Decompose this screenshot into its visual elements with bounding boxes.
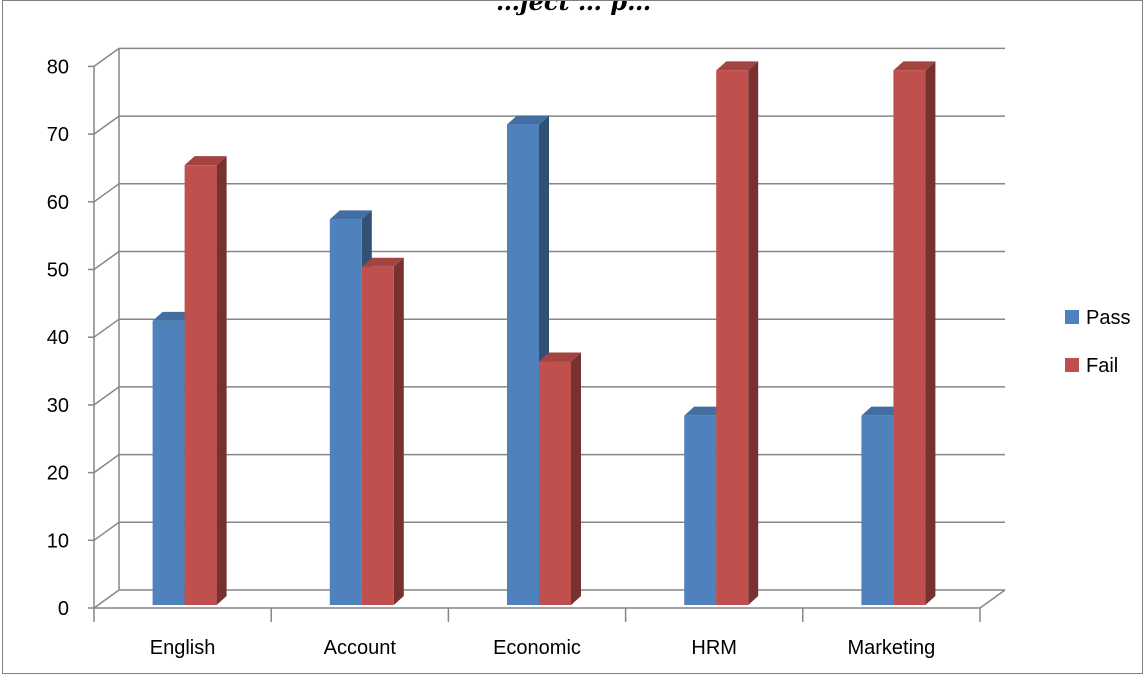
gridline-side bbox=[93, 589, 120, 609]
y-tick-label: 0 bbox=[58, 598, 69, 620]
bar-top-fail bbox=[184, 156, 227, 166]
bar-top-fail bbox=[893, 61, 936, 71]
bar-top-pass bbox=[861, 406, 904, 416]
gridline-side bbox=[93, 250, 120, 271]
gridline-side bbox=[93, 453, 120, 474]
bar-top-pass bbox=[329, 210, 372, 220]
bar-pass-marketing bbox=[861, 415, 894, 605]
y-tick-label: 60 bbox=[47, 192, 69, 214]
bar-fail-english bbox=[184, 165, 217, 605]
y-tick-label: 30 bbox=[47, 395, 69, 417]
y-tick-label: 10 bbox=[47, 530, 69, 552]
bar-top-fail bbox=[539, 352, 581, 362]
bar-side-fail bbox=[925, 61, 936, 605]
bar-pass-hrm bbox=[684, 415, 717, 605]
legend-label-pass: Pass bbox=[1086, 307, 1130, 329]
floor-side-edge bbox=[979, 589, 1006, 609]
gridline-side bbox=[93, 115, 120, 135]
bar-top-fail bbox=[361, 257, 404, 267]
y-tick-label: 80 bbox=[47, 56, 69, 78]
y-tick-label: 40 bbox=[47, 327, 69, 349]
bar-side-fail bbox=[571, 352, 581, 605]
bar-pass-economic bbox=[507, 124, 539, 605]
legend-swatch-fail bbox=[1065, 358, 1079, 372]
gridline-side bbox=[93, 47, 120, 68]
bar-chart: 0 10 20 30 40 50 60 70 80 English Account Economic H… bbox=[47, 47, 1130, 659]
bar-side-fail bbox=[216, 156, 227, 605]
gridline-side bbox=[93, 183, 120, 203]
chart-title: …ject … p… bbox=[495, 0, 652, 16]
gridline-side bbox=[93, 521, 120, 541]
bar-side-fail bbox=[748, 61, 759, 605]
x-tick-label: Economic bbox=[493, 637, 581, 659]
x-tick-label: English bbox=[150, 637, 216, 659]
bar-top-fail bbox=[716, 61, 759, 71]
bar-fail-economic bbox=[539, 361, 571, 605]
y-tick-label: 50 bbox=[47, 260, 69, 282]
x-tick-label: HRM bbox=[691, 637, 737, 659]
bar-top-pass bbox=[152, 311, 195, 321]
bar-top-pass bbox=[507, 115, 549, 125]
bar-pass-english bbox=[152, 320, 185, 605]
gridline-side bbox=[93, 386, 120, 406]
gridline-side bbox=[93, 318, 120, 338]
y-tick-label: 70 bbox=[47, 124, 69, 146]
bar-fail-hrm bbox=[716, 70, 749, 605]
bar-side-fail bbox=[393, 257, 404, 605]
legend-label-fail: Fail bbox=[1086, 355, 1118, 377]
x-tick-label: Account bbox=[324, 637, 397, 659]
x-tick-label: Marketing bbox=[847, 637, 935, 659]
legend-swatch-pass bbox=[1065, 310, 1079, 324]
y-tick-label: 20 bbox=[47, 463, 69, 485]
bar-pass-account bbox=[329, 219, 362, 605]
bar-fail-account bbox=[361, 266, 394, 605]
bar-top-pass bbox=[684, 406, 727, 416]
bar-fail-marketing bbox=[893, 70, 926, 605]
